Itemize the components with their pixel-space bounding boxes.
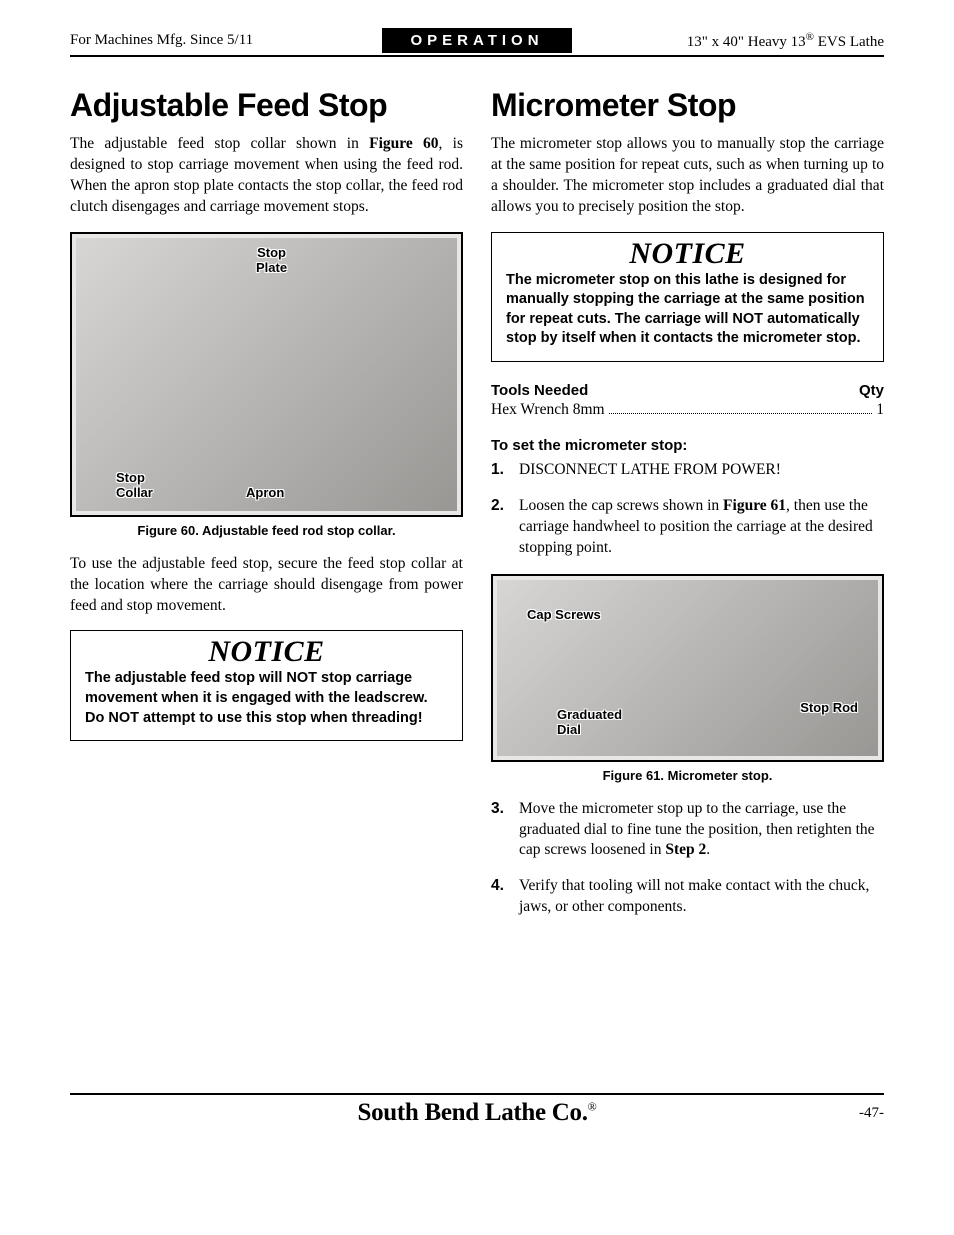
step-1: 1. DISCONNECT LATHE FROM POWER! (491, 460, 884, 481)
company-name: South Bend Lathe Co.® (70, 1099, 884, 1127)
step-2-text: Loosen the cap screws shown in Figure 61… (519, 496, 884, 559)
content-columns: Adjustable Feed Stop The adjustable feed… (70, 87, 884, 933)
figure-61-caption: Figure 61. Micrometer stop. (491, 768, 884, 783)
section-title-micrometer-stop: Micrometer Stop (491, 87, 884, 124)
step-3-c: . (706, 841, 710, 858)
callout-cap-screws: Cap Screws (527, 608, 601, 623)
tools-needed-header: Tools Needed Qty (491, 382, 884, 399)
ms-notice-text: The micrometer stop on this lathe is des… (506, 271, 869, 349)
callout-stop-plate: StopPlate (256, 246, 287, 276)
afs-notice-box: NOTICE The adjustable feed stop will NOT… (70, 630, 463, 741)
afs-usage-paragraph: To use the adjustable feed stop, secure … (70, 554, 463, 617)
figure-60-caption: Figure 60. Adjustable feed rod stop coll… (70, 523, 463, 538)
step-3-text: Move the micrometer stop up to the carri… (519, 799, 884, 862)
afs-intro-paragraph: The adjustable feed stop collar shown in… (70, 134, 463, 218)
page-number: -47- (859, 1105, 884, 1122)
registered-mark-icon: ® (588, 1100, 597, 1114)
tools-needed-label: Tools Needed (491, 382, 588, 399)
header-model-suffix: EVS Lathe (814, 34, 884, 50)
procedure-steps-continued: 3. Move the micrometer stop up to the ca… (491, 799, 884, 919)
callout-graduated-dial: GraduatedDial (557, 708, 622, 738)
step-3-step-ref: Step 2 (665, 841, 706, 858)
figure-61-box: Cap Screws GraduatedDial Stop Rod (491, 574, 884, 762)
procedure-heading: To set the micrometer stop: (491, 437, 884, 454)
procedure-steps: 1. DISCONNECT LATHE FROM POWER! 2. Loose… (491, 460, 884, 559)
step-2-a: Loosen the cap screws shown in (519, 497, 723, 514)
afs-intro-a: The adjustable feed stop collar shown in (70, 135, 369, 152)
afs-figure-ref: Figure 60 (369, 135, 438, 152)
figure-61-image: Cap Screws GraduatedDial Stop Rod (497, 580, 878, 756)
ms-notice-title: NOTICE (506, 237, 869, 271)
header-model: 13" x 40" Heavy 13 (687, 34, 806, 50)
header-section-badge: OPERATION (382, 28, 571, 53)
tools-line-item: Hex Wrench 8mm 1 (491, 401, 884, 419)
callout-stop-rod: Stop Rod (800, 701, 858, 716)
header-left-text: For Machines Mfg. Since 5/11 (70, 32, 382, 49)
figure-60-image: StopPlate StopCollar Apron (76, 238, 457, 511)
left-column: Adjustable Feed Stop The adjustable feed… (70, 87, 463, 933)
figure-60-box: StopPlate StopCollar Apron (70, 232, 463, 517)
ms-notice-box: NOTICE The micrometer stop on this lathe… (491, 232, 884, 362)
afs-notice-text: The adjustable feed stop will NOT stop c… (85, 669, 448, 728)
tools-item-name: Hex Wrench 8mm (491, 401, 605, 419)
step-2-figure-ref: Figure 61 (723, 497, 786, 514)
step-4-text: Verify that tooling will not make contac… (519, 876, 884, 918)
step-2-num: 2. (491, 496, 519, 559)
tools-item-qty: 1 (876, 401, 884, 419)
page-header: For Machines Mfg. Since 5/11 OPERATION 1… (70, 28, 884, 57)
step-3-num: 3. (491, 799, 519, 862)
header-right-text: 13" x 40" Heavy 13® EVS Lathe (572, 31, 884, 51)
step-1-num: 1. (491, 460, 519, 481)
section-title-adjustable-feed-stop: Adjustable Feed Stop (70, 87, 463, 124)
ms-intro-paragraph: The micrometer stop allows you to manual… (491, 134, 884, 218)
callout-stop-collar: StopCollar (116, 471, 153, 501)
tools-qty-label: Qty (859, 382, 884, 399)
page-footer: South Bend Lathe Co.® -47- (70, 1093, 884, 1127)
step-4: 4. Verify that tooling will not make con… (491, 876, 884, 918)
step-4-num: 4. (491, 876, 519, 918)
registered-mark-icon: ® (806, 31, 814, 43)
right-column: Micrometer Stop The micrometer stop allo… (491, 87, 884, 933)
leader-dots (609, 413, 873, 414)
afs-notice-title: NOTICE (85, 635, 448, 669)
company-name-text: South Bend Lathe Co. (358, 1099, 588, 1126)
callout-apron: Apron (246, 486, 284, 501)
step-1-text: DISCONNECT LATHE FROM POWER! (519, 460, 884, 481)
step-3: 3. Move the micrometer stop up to the ca… (491, 799, 884, 862)
step-2: 2. Loosen the cap screws shown in Figure… (491, 496, 884, 559)
